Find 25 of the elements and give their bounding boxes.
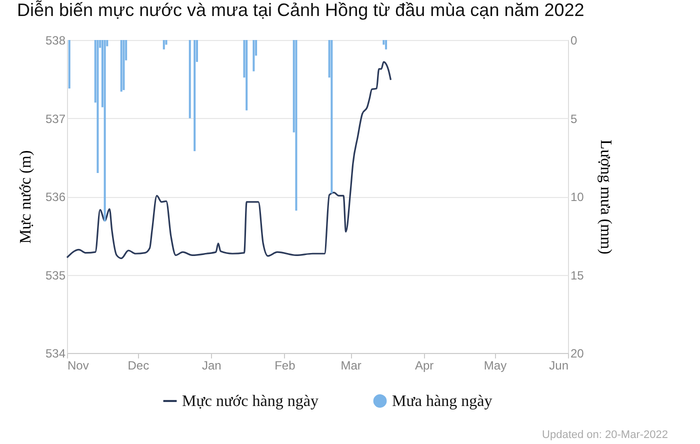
y-tick-label: 535 xyxy=(45,268,66,282)
y2-tick-label: 20 xyxy=(570,346,584,360)
x-tick-label: May xyxy=(484,358,507,372)
text: Updated on: 20-Mar-2022 xyxy=(542,429,668,441)
y-tick-label: 538 xyxy=(45,34,66,48)
y2-tick-label: 0 xyxy=(570,34,578,48)
y-tick-label: 534 xyxy=(45,346,66,360)
chart-title: Diễn biến mực nước và mưa tại Cảnh Hồng từ đầu mùa cạn năm 2022 xyxy=(16,0,584,20)
line-series xyxy=(66,61,392,260)
x-tick-label: Apr xyxy=(415,358,434,372)
y2-tick-label: 15 xyxy=(570,268,584,282)
x-tick-label: Jan xyxy=(202,358,222,372)
legend-label: Mực nước hàng ngày xyxy=(182,393,318,410)
y-tick-label: 537 xyxy=(45,112,66,126)
y2-tick-label: 10 xyxy=(570,190,584,204)
y2-tick-label: 5 xyxy=(570,112,578,126)
y-axis-title: Mực nước (m) xyxy=(17,150,34,244)
y2-axis-title: Lượng mưa (mm) xyxy=(596,140,614,254)
x-tick-label: Feb xyxy=(274,358,296,372)
x-tick-label: Mar xyxy=(340,358,362,372)
x-tick-label: Jun xyxy=(549,358,568,372)
x-tick-label: Nov xyxy=(68,358,89,372)
x-tick-label: Dec xyxy=(128,358,150,372)
legend-label: Mưa hàng ngày xyxy=(392,393,492,410)
y-tick-label: 536 xyxy=(45,190,66,204)
